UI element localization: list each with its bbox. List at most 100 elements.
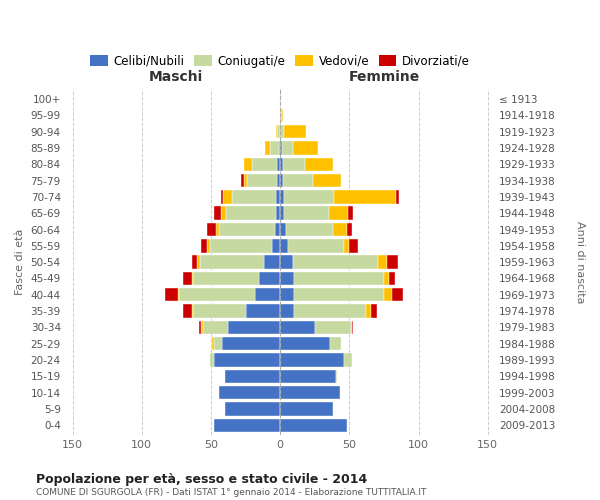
Bar (219, 386, 280, 400)
Bar (371, 304, 377, 318)
Bar (280, 108, 281, 122)
Bar (293, 141, 317, 154)
Bar (191, 272, 193, 285)
Bar (330, 337, 341, 350)
Text: COMUNE DI SGURGOLA (FR) - Dati ISTAT 1° gennaio 2014 - Elaborazione TUTTITALIA.I: COMUNE DI SGURGOLA (FR) - Dati ISTAT 1° … (36, 488, 427, 497)
Bar (280, 320, 315, 334)
Bar (199, 320, 201, 334)
Bar (280, 272, 294, 285)
Bar (334, 190, 397, 203)
Bar (212, 337, 214, 350)
Bar (209, 354, 214, 367)
Bar (277, 158, 280, 171)
Bar (305, 158, 333, 171)
Bar (200, 256, 263, 269)
Bar (289, 239, 344, 252)
Bar (214, 418, 280, 432)
Bar (315, 320, 351, 334)
Bar (280, 386, 340, 400)
Bar (193, 304, 245, 318)
Bar (201, 239, 207, 252)
Bar (280, 223, 286, 236)
Bar (280, 239, 289, 252)
Bar (397, 190, 399, 203)
Text: Femmine: Femmine (349, 70, 419, 85)
Bar (179, 288, 255, 302)
Bar (280, 418, 347, 432)
Bar (223, 190, 232, 203)
Bar (384, 288, 392, 302)
Bar (379, 256, 387, 269)
Bar (253, 158, 277, 171)
Bar (352, 320, 353, 334)
Bar (165, 288, 178, 302)
Bar (214, 354, 280, 367)
Bar (347, 223, 352, 236)
Bar (201, 320, 203, 334)
Bar (286, 223, 333, 236)
Bar (280, 402, 333, 415)
Bar (183, 272, 191, 285)
Bar (255, 288, 280, 302)
Bar (389, 272, 395, 285)
Bar (221, 190, 223, 203)
Bar (280, 256, 293, 269)
Bar (271, 141, 279, 154)
Bar (351, 320, 352, 334)
Bar (349, 239, 358, 252)
Bar (191, 304, 193, 318)
Bar (284, 206, 329, 220)
Bar (280, 206, 284, 220)
Bar (280, 174, 283, 187)
Bar (280, 370, 335, 383)
Bar (276, 125, 277, 138)
Bar (294, 288, 384, 302)
Bar (280, 125, 284, 138)
Bar (283, 158, 305, 171)
Bar (348, 206, 353, 220)
Y-axis label: Anni di nascita: Anni di nascita (575, 221, 585, 304)
Bar (183, 304, 191, 318)
Bar (280, 337, 330, 350)
Bar (277, 125, 280, 138)
Bar (227, 320, 280, 334)
Bar (193, 272, 259, 285)
Bar (276, 206, 280, 220)
Y-axis label: Fasce di età: Fasce di età (15, 229, 25, 296)
Bar (384, 272, 389, 285)
Bar (280, 190, 284, 203)
Bar (232, 190, 276, 203)
Bar (335, 370, 337, 383)
Bar (387, 256, 398, 269)
Bar (247, 174, 277, 187)
Bar (178, 288, 179, 302)
Bar (284, 190, 334, 203)
Bar (214, 337, 222, 350)
Bar (329, 206, 348, 220)
Bar (265, 141, 271, 154)
Bar (244, 158, 253, 171)
Text: Popolazione per età, sesso e stato civile - 2014: Popolazione per età, sesso e stato civil… (36, 472, 367, 486)
Bar (333, 223, 347, 236)
Bar (225, 402, 280, 415)
Bar (219, 223, 275, 236)
Bar (214, 206, 221, 220)
Bar (217, 223, 219, 236)
Bar (313, 174, 341, 187)
Bar (294, 272, 384, 285)
Bar (344, 354, 352, 367)
Bar (366, 304, 371, 318)
Bar (284, 125, 307, 138)
Bar (293, 256, 379, 269)
Text: Maschi: Maschi (149, 70, 203, 85)
Legend: Celibi/Nubili, Coniugati/e, Vedovi/e, Divorziati/e: Celibi/Nubili, Coniugati/e, Vedovi/e, Di… (85, 50, 475, 72)
Bar (280, 141, 281, 154)
Bar (207, 239, 209, 252)
Bar (276, 190, 280, 203)
Bar (280, 354, 344, 367)
Bar (207, 223, 217, 236)
Bar (294, 304, 366, 318)
Bar (344, 239, 349, 252)
Bar (245, 304, 280, 318)
Bar (203, 320, 227, 334)
